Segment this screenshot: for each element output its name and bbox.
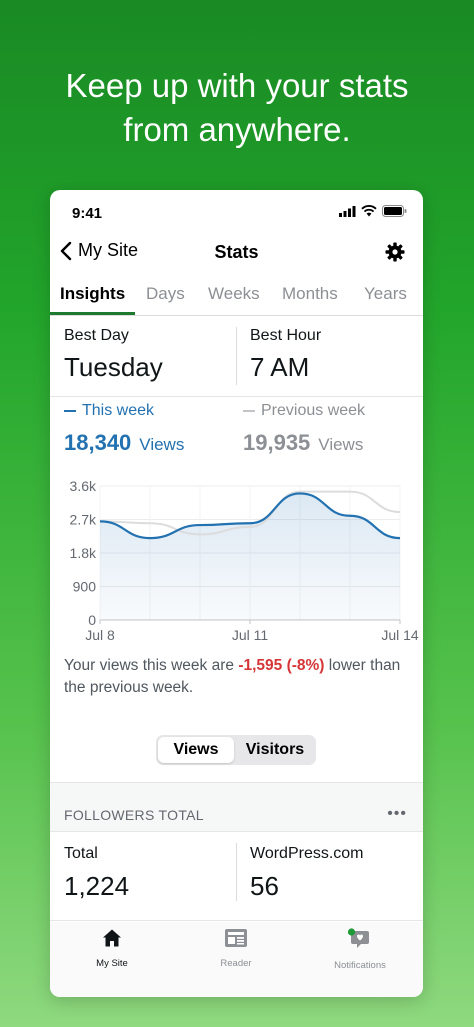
tab-days[interactable]: Days: [146, 284, 185, 303]
previous-week-summary[interactable]: Previous week 19,935 Views: [243, 402, 365, 456]
status-bar: 9:41: [50, 190, 423, 234]
this-week-area: [100, 493, 400, 620]
summary-delta: -1,595 (-8%): [238, 657, 325, 674]
week-comparison: This week 18,340 Views Previous week 19,…: [50, 400, 423, 460]
tab-years[interactable]: Years: [364, 284, 407, 303]
followers-header: FOLLOWERS TOTAL •••: [50, 782, 423, 832]
followers-card: Total 1,224 WordPress.com 56: [50, 833, 423, 921]
previous-week-views: 19,935: [243, 430, 311, 455]
followers-wordpress: WordPress.com 56: [250, 845, 364, 902]
tab-months[interactable]: Months: [282, 284, 338, 303]
followers-wordpress-value: 56: [250, 871, 279, 901]
x-tick-label: Jul 8: [85, 627, 115, 643]
back-button[interactable]: My Site: [60, 240, 138, 261]
summary-suffix: lower than the previous week.: [64, 657, 401, 696]
period-tabs: Insights Days Weeks Months Years: [50, 276, 423, 316]
views-segment[interactable]: Views: [158, 737, 234, 763]
signal-icon: [339, 205, 356, 217]
chevron-left-icon: [60, 241, 72, 260]
y-tick-label: 3.6k: [70, 478, 97, 494]
this-week-legend: This week: [64, 402, 184, 420]
more-options-button[interactable]: •••: [387, 805, 407, 822]
best-stats-card: Best Day Tuesday Best Hour 7 AM: [50, 317, 423, 397]
visitors-segment[interactable]: Visitors: [245, 741, 305, 758]
followers-title: FOLLOWERS TOTAL: [64, 807, 204, 823]
notifications-icon: [347, 928, 369, 948]
this-week-views: 18,340: [64, 430, 132, 455]
this-week-swatch: [64, 410, 76, 412]
y-tick-label: 1.8k: [70, 545, 97, 561]
comparison-summary: Your views this week are -1,595 (-8%) lo…: [64, 655, 414, 699]
marketing-headline: Keep up with your stats from anywhere.: [0, 64, 474, 152]
reader-icon: [225, 929, 247, 947]
status-icons: [339, 205, 407, 217]
page-title: Stats: [214, 242, 259, 262]
wifi-icon: [361, 205, 377, 217]
this-week-summary[interactable]: This week 18,340 Views: [64, 402, 184, 456]
phone-screen: 9:41 My Site Stats: [50, 190, 423, 997]
y-tick-label: 0: [88, 612, 96, 628]
status-time: 9:41: [72, 205, 103, 222]
tabbar-notifications-label: Notifications: [334, 960, 386, 971]
followers-total-label: Total: [64, 845, 98, 862]
active-tab-indicator: [50, 312, 135, 315]
y-tick-label: 900: [73, 579, 97, 595]
headline-line-2: from anywhere.: [123, 111, 351, 148]
previous-week-unit: Views: [318, 435, 364, 454]
tabbar-reader-label: Reader: [220, 958, 252, 969]
headline-line-1: Keep up with your stats: [65, 67, 409, 104]
tabbar-my-site[interactable]: My Site: [50, 928, 174, 969]
gear-icon: [385, 242, 405, 262]
this-week-unit: Views: [139, 435, 185, 454]
tabbar-reader[interactable]: Reader: [174, 928, 298, 969]
best-day: Best Day Tuesday: [64, 327, 163, 383]
best-hour: Best Hour 7 AM: [250, 327, 321, 383]
tab-weeks[interactable]: Weeks: [208, 284, 260, 303]
this-week-label: This week: [82, 402, 155, 419]
followers-wordpress-label: WordPress.com: [250, 845, 364, 862]
views-visitors-toggle: Views Visitors: [156, 735, 316, 765]
divider: [236, 327, 237, 385]
x-tick-label: Jul 11: [232, 627, 269, 643]
previous-week-legend: Previous week: [243, 402, 365, 420]
tab-insights[interactable]: Insights: [60, 284, 126, 303]
this-week-line: [99, 492, 401, 540]
followers-total-value: 1,224: [64, 871, 130, 901]
summary-prefix: Your views this week are: [64, 657, 239, 674]
battery-icon: [382, 205, 407, 217]
tabbar-my-site-label: My Site: [96, 958, 128, 969]
best-hour-label: Best Hour: [250, 327, 322, 344]
best-day-value: Tuesday: [64, 352, 163, 382]
x-tick-label: Jul 14: [381, 627, 419, 643]
bottom-tab-bar: My Site Reader Notifications: [50, 922, 423, 997]
back-label: My Site: [78, 240, 139, 260]
best-hour-value: 7 AM: [250, 352, 310, 382]
settings-button[interactable]: [385, 242, 405, 267]
previous-week-label: Previous week: [261, 402, 366, 419]
previous-week-swatch: [243, 410, 255, 412]
best-day-label: Best Day: [64, 327, 129, 344]
divider: [236, 843, 237, 901]
y-tick-label: 2.7k: [70, 512, 97, 528]
tabbar-notifications[interactable]: Notifications: [298, 928, 422, 971]
previous-week-line: [99, 490, 401, 536]
navigation-bar: My Site Stats: [50, 236, 423, 270]
home-icon: [103, 929, 121, 947]
followers-total: Total 1,224: [64, 845, 129, 902]
